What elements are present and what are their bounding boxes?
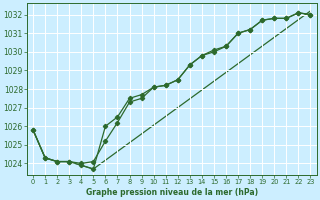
X-axis label: Graphe pression niveau de la mer (hPa): Graphe pression niveau de la mer (hPa) [86, 188, 258, 197]
